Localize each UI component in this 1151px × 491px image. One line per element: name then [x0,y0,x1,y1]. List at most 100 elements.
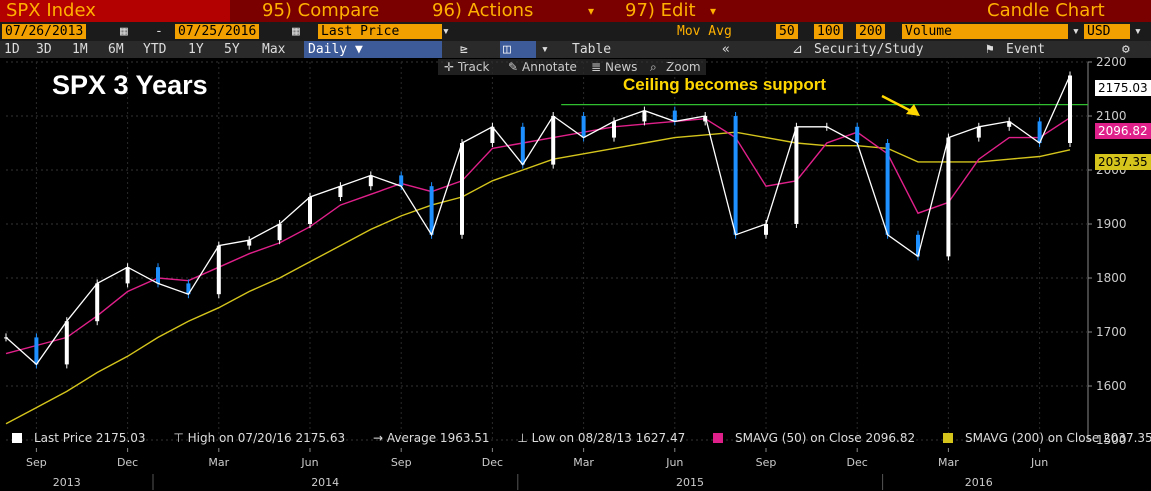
legend-low: ⊥ Low on 08/28/13 1627.47 [517,431,686,445]
candle-body [855,126,860,143]
chart-tools-bar [438,59,706,75]
double-chevron-left-icon[interactable]: « [722,42,730,57]
y-tick-label: 1800 [1096,271,1127,285]
candle-body [764,224,768,235]
track-button[interactable]: Track [458,60,490,74]
chart-legend: Last Price 2175.03 ⊤ High on 07/20/16 21… [12,431,1151,445]
ma3-input[interactable]: 200 [856,24,886,39]
legend-average-text: Average 1963.51 [386,431,490,445]
start-date-input[interactable]: 07/26/2013 [2,24,87,39]
security-field-bg [0,0,230,22]
chevron-down-icon[interactable]: ▾ [442,24,450,39]
x-tick-label: Jun [300,456,318,469]
candle-body [95,283,100,322]
candle-body [551,116,556,165]
actions-button[interactable]: 96) Actions [432,0,534,21]
table-button[interactable]: Table [572,42,612,57]
period-1d[interactable]: 1D [4,42,20,57]
x-tick-label: Mar [573,456,594,469]
period-6m[interactable]: 6M [108,42,124,57]
y-tick-label: 1900 [1096,217,1127,231]
sma200-line [5,131,1071,425]
chevron-down-icon: ▼ [354,42,363,57]
candle-body [34,337,39,365]
price-line [5,75,1071,366]
toolbar [0,41,1151,58]
chevron-down-icon[interactable]: ▾ [1072,24,1080,39]
event-button[interactable]: Event [1006,42,1046,57]
frequency-select[interactable]: Daily ▼ [304,41,442,58]
header-bar [0,0,1151,22]
gear-icon[interactable]: ⚙ [1122,42,1130,57]
candle-body [368,175,373,187]
chart-type-label: Candle Chart [987,0,1105,21]
currency-select[interactable]: USD [1084,24,1130,39]
period-3d[interactable]: 3D [36,42,52,57]
calendar-icon[interactable]: ▦ [292,24,300,39]
ma2-input[interactable]: 100 [814,24,844,39]
candle-body [703,116,708,122]
legend-sma50: SMAVG (50) on Close 2096.82 [713,431,927,445]
candle-body [338,186,343,197]
legend-sma200: SMAVG (200) on Close 2037.35 [942,431,1151,445]
x-tick-label: Dec [117,456,138,469]
security-study-icon[interactable]: ⊿ [792,42,803,57]
chevron-down-icon[interactable]: ▾ [1134,24,1142,39]
period-5y[interactable]: 5Y [224,42,240,57]
year-label: 2014 [311,476,339,489]
x-tick-label: Dec [847,456,868,469]
ma1-input[interactable]: 50 [776,24,798,39]
chevron-down-icon[interactable]: ▾ [541,42,549,57]
y-tick-label: 1700 [1096,325,1127,339]
legend-last: Last Price 2175.03 [12,431,158,445]
x-tick-label: Jun [1030,456,1048,469]
volume-select[interactable]: Volume [902,24,1068,39]
candle-body [794,126,799,224]
x-tick-label: Sep [391,456,412,469]
candle-body [490,126,495,143]
chevron-down-icon[interactable]: ▾ [588,4,595,18]
chart-title: SPX 3 Years [52,70,208,100]
period-1m[interactable]: 1M [72,42,88,57]
legend-swatch [713,433,724,443]
period-max[interactable]: Max [262,42,286,57]
security-field[interactable]: SPX Index [6,0,96,21]
legend-average: → Average 1963.51 [372,431,490,445]
line-chart-icon[interactable]: ⊵ [460,42,468,57]
x-tick-label: Mar [208,456,229,469]
end-date-input[interactable]: 07/25/2016 [175,24,260,39]
candle-body [156,267,160,284]
compare-button[interactable]: 95) Compare [262,0,380,21]
legend-high: ⊤ High on 07/20/16 2175.63 [173,431,346,445]
candle-chart-icon[interactable]: ◫ [500,41,536,58]
pencil-icon: ✎ [508,60,519,74]
flag-icon[interactable]: ⚑ [986,42,994,57]
date-separator: - [155,24,163,39]
legend-sma50-text: SMAVG (50) on Close 2096.82 [735,431,916,445]
news-button[interactable]: News [605,60,638,74]
edit-button[interactable]: 97) Edit [625,0,696,21]
candle-body [642,110,647,122]
crosshair-icon: ✛ [444,60,455,74]
candle-body [612,121,616,138]
sma50-line [5,117,1071,355]
candle-body [885,143,890,235]
candle-body [125,267,130,284]
price-field-select[interactable]: Last Price [318,24,442,39]
candle-body [581,116,586,138]
period-1y[interactable]: 1Y [188,42,204,57]
candle-body [672,110,677,122]
y-tick-label: 2100 [1096,109,1127,123]
candle-body [520,126,525,165]
year-label: 2016 [965,476,993,489]
period-ytd[interactable]: YTD [143,42,167,57]
y-tick-label: 2200 [1096,55,1127,69]
annotate-button[interactable]: Annotate [522,60,577,74]
sma200-label: 2037.35 [1095,154,1151,170]
calendar-icon[interactable]: ▦ [120,24,128,39]
candle-body [1037,121,1042,143]
legend-last-text: Last Price 2175.03 [34,431,146,445]
chevron-down-icon[interactable]: ▾ [710,4,717,18]
security-study-button[interactable]: Security/Study [814,42,924,57]
